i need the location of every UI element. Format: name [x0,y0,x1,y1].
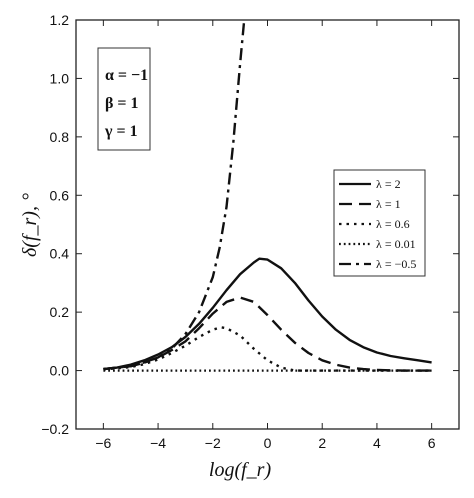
parameter-box [97,47,151,151]
param-beta: β = 1 [105,95,139,112]
legend-label-1: λ = 1 [376,197,401,211]
param-gamma: γ = 1 [104,123,138,140]
y-tick-label: 1.2 [50,12,70,28]
y-tick-label: 0.2 [50,304,70,320]
x-tick-label: 2 [318,435,326,451]
x-tick-label: −6 [95,435,111,451]
series-line-4 [103,20,246,371]
series-line-0 [103,257,432,371]
series-line-2 [103,326,432,372]
x-tick-label: −4 [150,435,166,451]
legend: λ = 2 λ = 1 λ = 0.6 λ = 0.01 λ = −0.5 [333,169,426,277]
y-tick-label: 0.4 [50,246,70,262]
series-layer [103,20,432,372]
y-axis-title: δ(f_r), ° [19,193,41,257]
y-tick-label: 0.6 [50,187,70,203]
y-tick-label: −0.2 [41,421,69,437]
param-alpha: α = −1 [105,67,148,84]
legend-label-2: λ = 0.6 [376,217,410,231]
tick-labels: −6 −4 −2 0 2 4 6 −0.2 0.0 0.2 0.4 0.6 0.8 1.0 1.2 [41,12,435,451]
y-tick-label: 0.8 [50,129,70,145]
y-tick-label: 1.0 [50,70,70,86]
series-line-1 [103,296,432,372]
legend-label-0: λ = 2 [376,177,401,191]
x-tick-label: 6 [428,435,436,451]
axis-ticks [76,19,459,430]
x-tick-label: −2 [205,435,221,451]
y-tick-label: 0.0 [50,363,70,379]
legend-label-3: λ = 0.01 [376,237,416,251]
legend-label-4: λ = −0.5 [376,257,416,271]
legend-box [333,169,426,277]
x-tick-label: 0 [264,435,272,451]
x-axis-title: log(f_r) [209,459,272,481]
x-tick-label: 4 [373,435,381,451]
